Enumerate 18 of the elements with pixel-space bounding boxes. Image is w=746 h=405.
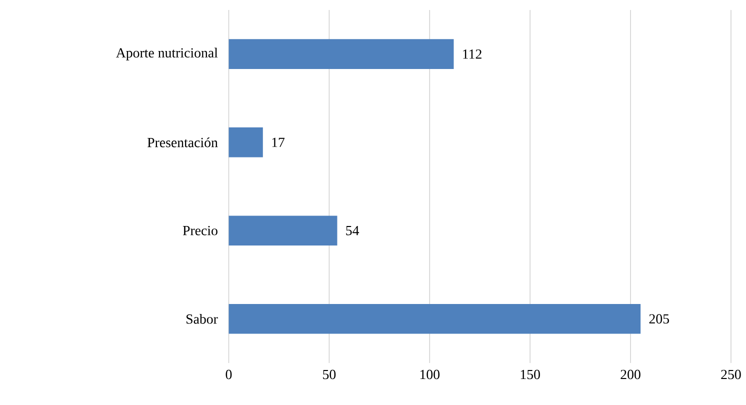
y-tick-label: Precio	[182, 226, 218, 236]
x-tick-label: 150	[520, 370, 540, 380]
data-label: 205	[649, 314, 669, 324]
y-tick-label: Aporte nutricional	[116, 48, 218, 60]
data-label: 112	[463, 50, 482, 59]
bar	[228, 304, 641, 334]
x-tick-label: 100	[420, 370, 440, 380]
x-tick-label: 250	[721, 370, 741, 380]
bar	[228, 216, 338, 246]
y-tick-label: Sabor	[186, 314, 218, 324]
bar	[228, 128, 263, 158]
data-label: 54	[346, 226, 360, 236]
bar	[228, 39, 454, 70]
x-tick-label: 0	[226, 370, 232, 380]
x-tick-label: 50	[323, 370, 336, 380]
data-label: 17	[272, 138, 285, 148]
x-tick-label: 200	[620, 370, 640, 380]
y-tick-label: Presentación	[147, 138, 218, 148]
